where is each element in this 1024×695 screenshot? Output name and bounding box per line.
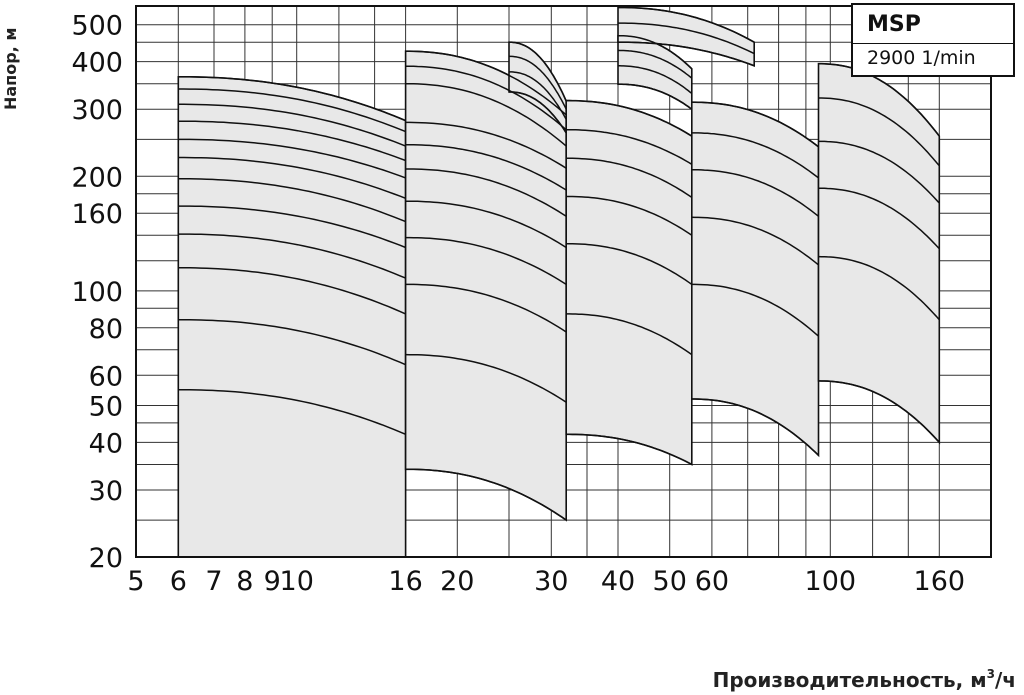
pump-curve (691, 132, 819, 179)
legend-speed: 2900 1/min (867, 47, 976, 69)
x-axis-label-sup: 3 (987, 667, 995, 681)
pump-curve (508, 55, 567, 110)
pump-curve (405, 143, 567, 191)
pump-curve (178, 120, 406, 162)
family-area (817, 62, 941, 445)
y-tick-label: 500 (71, 11, 123, 42)
pump-curve (178, 267, 406, 315)
x-tick-label: 16 (388, 566, 422, 597)
x-tick-label: 8 (236, 566, 253, 597)
x-tick-label: 20 (440, 566, 474, 597)
pump-curve (405, 121, 567, 169)
pump-curve (818, 62, 940, 137)
pump-curve (691, 216, 819, 266)
pump-curve (405, 200, 567, 249)
y-tick-label: 40 (89, 428, 123, 459)
pump-curve (618, 6, 755, 43)
pump-curve (178, 233, 406, 279)
x-tick-labels: 5 6 7 8 910 16 20 30 40 50 60 100 160 (127, 566, 965, 597)
pump-curve (691, 169, 819, 217)
pump-curve (618, 83, 693, 110)
pump-curve (691, 283, 819, 337)
x-tick-label: 50 (653, 566, 687, 597)
pump-curve (405, 353, 567, 403)
pump-curve (178, 88, 406, 133)
pump-curve (566, 99, 693, 137)
legend: MSP 2900 1/min (851, 3, 1015, 77)
y-tick-label: 30 (89, 476, 123, 507)
pump-curve (566, 128, 693, 165)
pump-curve (405, 50, 567, 116)
x-tick-label: 40 (601, 566, 635, 597)
pump-curve (178, 318, 406, 366)
x-axis-label: Производительность, м3/ч (713, 667, 1016, 692)
y-tick-label: 20 (89, 543, 123, 574)
x-tick-label: 60 (695, 566, 729, 597)
pump-curve (178, 103, 406, 147)
pump-curve (691, 398, 820, 456)
x-axis-label-suffix: /ч (995, 668, 1016, 692)
y-tick-label: 100 (71, 277, 123, 308)
pump-curve (818, 140, 940, 204)
pump-curve (618, 65, 693, 95)
pump-curve (818, 187, 940, 250)
pump-curve (509, 91, 567, 134)
x-axis-label-text: Производительность, м (713, 668, 987, 692)
y-tick-label: 300 (71, 95, 123, 126)
pump-curve (566, 157, 693, 199)
pump-curve (405, 82, 567, 147)
pump-curve (818, 380, 940, 443)
pump-curve (566, 195, 693, 236)
x-tick-label: 30 (534, 566, 568, 597)
pump-curve (818, 97, 940, 167)
pump-curve (509, 41, 567, 102)
pump-curve (509, 71, 567, 120)
y-tick-label: 400 (71, 48, 123, 79)
pump-curve (617, 49, 693, 79)
legend-title: MSP (853, 5, 1013, 44)
y-tick-label: 200 (71, 162, 123, 193)
x-tick-label: 7 (205, 566, 222, 597)
x-tick-label: 10 (280, 566, 314, 597)
family-area (565, 99, 693, 466)
x-tick-label: 5 (127, 566, 144, 597)
family-area (690, 101, 820, 458)
x-tick-label: 9 (264, 566, 281, 597)
y-tick-label: 160 (71, 199, 123, 230)
pump-curve (178, 76, 406, 122)
y-axis-label: Напор, м (1, 28, 20, 110)
pump-curve (178, 178, 406, 223)
pump-curve (818, 255, 940, 321)
plot-border (135, 5, 992, 558)
pump-curve (618, 22, 755, 55)
pump-curve (566, 313, 693, 356)
pump-curve (178, 205, 406, 249)
y-tick-label: 80 (89, 314, 123, 345)
y-tick-label: 60 (89, 361, 123, 392)
pump-curve (405, 168, 567, 217)
plot-frame (135, 5, 992, 558)
pump-curve (405, 65, 567, 131)
pump-curve (178, 138, 406, 179)
y-tick-label: 50 (89, 392, 123, 423)
pump-curve (566, 242, 693, 286)
pump-curve (178, 388, 406, 435)
pump-curve (405, 283, 567, 333)
pump-curve (566, 433, 693, 466)
pump-curve (691, 101, 819, 148)
x-tick-label: 160 (914, 566, 966, 597)
pump-curves (178, 6, 940, 521)
x-tick-label: 100 (805, 566, 857, 597)
pump-family-areas (177, 6, 941, 558)
pump-curve (405, 468, 567, 521)
pump-curve (618, 41, 755, 67)
pump-curve (405, 236, 567, 286)
pump-curve (178, 156, 406, 199)
x-tick-label: 6 (170, 566, 187, 597)
